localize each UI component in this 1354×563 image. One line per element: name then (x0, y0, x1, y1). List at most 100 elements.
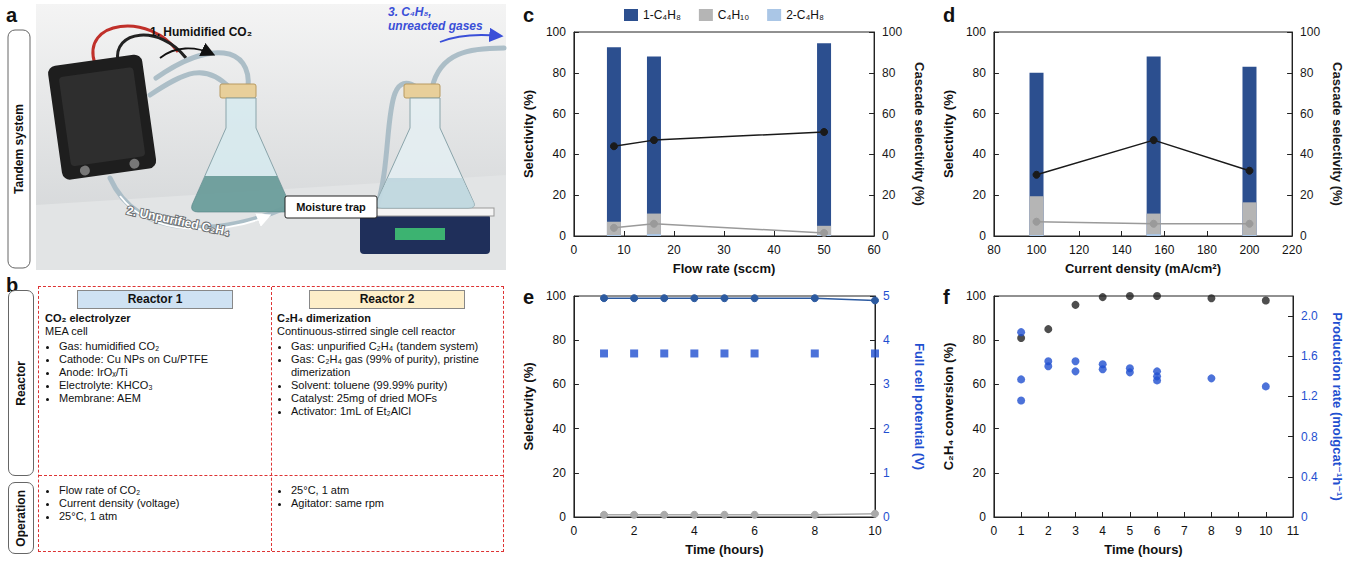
svg-text:1. Humidified CO₂: 1. Humidified CO₂ (150, 25, 252, 39)
svg-text:20: 20 (882, 188, 896, 202)
svg-text:3: 3 (883, 377, 890, 391)
svg-text:0.4: 0.4 (1301, 470, 1318, 484)
svg-text:0: 0 (979, 510, 986, 524)
svg-text:40: 40 (553, 422, 567, 436)
svg-text:Selectivity (%): Selectivity (%) (941, 90, 956, 178)
svg-text:100: 100 (546, 25, 566, 39)
svg-text:7: 7 (1181, 524, 1188, 538)
svg-text:8: 8 (811, 524, 818, 538)
svg-text:60: 60 (882, 107, 896, 121)
svg-text:80: 80 (1300, 66, 1314, 80)
svg-text:4: 4 (883, 333, 890, 347)
svg-text:C₄H₁₀: C₄H₁₀ (718, 8, 749, 22)
svg-text:100: 100 (1026, 243, 1046, 257)
svg-text:0: 0 (883, 510, 890, 524)
svg-text:80: 80 (553, 66, 567, 80)
svg-text:6: 6 (751, 524, 758, 538)
svg-text:1.2: 1.2 (1301, 389, 1318, 403)
svg-text:3. C₄H₈,: 3. C₄H₈, (388, 5, 432, 19)
svg-text:50: 50 (817, 243, 831, 257)
svg-text:160: 160 (1154, 243, 1174, 257)
svg-text:0: 0 (1301, 510, 1308, 524)
svg-text:80: 80 (553, 333, 567, 347)
svg-text:40: 40 (882, 147, 896, 161)
svg-text:1: 1 (883, 466, 890, 480)
svg-text:Flow rate (sccm): Flow rate (sccm) (673, 261, 776, 276)
svg-text:100: 100 (966, 25, 986, 39)
svg-text:Time (hours): Time (hours) (1104, 542, 1183, 557)
svg-text:Time (hours): Time (hours) (685, 542, 764, 557)
svg-text:5: 5 (1127, 524, 1134, 538)
svg-text:80: 80 (987, 243, 1001, 257)
svg-text:C₂H₄ conversion (%): C₂H₄ conversion (%) (941, 343, 956, 471)
svg-text:9: 9 (1235, 524, 1242, 538)
svg-text:40: 40 (1300, 147, 1314, 161)
svg-text:Current density (mA/cm²): Current density (mA/cm²) (1065, 261, 1221, 276)
svg-text:20: 20 (973, 466, 987, 480)
svg-text:10: 10 (1259, 524, 1273, 538)
svg-text:2. Unpurified C₂H₄: 2. Unpurified C₂H₄ (125, 203, 231, 239)
svg-text:5: 5 (883, 289, 890, 303)
svg-text:20: 20 (973, 188, 987, 202)
svg-text:20: 20 (553, 188, 567, 202)
svg-text:4: 4 (1099, 524, 1106, 538)
svg-text:1: 1 (1018, 524, 1025, 538)
svg-text:140: 140 (1112, 243, 1132, 257)
svg-text:60: 60 (553, 377, 567, 391)
svg-text:2: 2 (1045, 524, 1052, 538)
svg-text:0: 0 (571, 243, 578, 257)
svg-text:80: 80 (973, 66, 987, 80)
svg-text:40: 40 (973, 422, 987, 436)
svg-text:c: c (523, 4, 534, 26)
svg-text:40: 40 (973, 147, 987, 161)
svg-text:e: e (523, 286, 534, 308)
svg-text:d: d (943, 4, 955, 26)
svg-text:Production rate (molgcat⁻¹h⁻¹): Production rate (molgcat⁻¹h⁻¹) (1330, 312, 1345, 501)
svg-text:2-C₄H₈: 2-C₄H₈ (786, 8, 824, 22)
svg-text:11: 11 (1287, 524, 1300, 538)
svg-text:0: 0 (882, 229, 889, 243)
svg-text:80: 80 (973, 333, 987, 347)
svg-text:6: 6 (1154, 524, 1161, 538)
svg-text:60: 60 (973, 377, 987, 391)
svg-text:60: 60 (553, 107, 567, 121)
svg-text:Full cell potential (V): Full cell potential (V) (912, 343, 927, 470)
svg-text:Tandem system: Tandem system (12, 104, 26, 194)
svg-text:60: 60 (973, 107, 987, 121)
svg-text:60: 60 (1300, 107, 1314, 121)
svg-text:20: 20 (553, 466, 567, 480)
svg-text:1-C₄H₈: 1-C₄H₈ (643, 8, 681, 22)
svg-text:Moisture trap: Moisture trap (296, 201, 366, 213)
svg-text:8: 8 (1208, 524, 1215, 538)
svg-text:Selectivity (%): Selectivity (%) (521, 90, 536, 178)
svg-text:80: 80 (882, 66, 896, 80)
svg-text:10: 10 (617, 243, 631, 257)
svg-text:200: 200 (1239, 243, 1259, 257)
svg-text:2: 2 (631, 524, 638, 538)
svg-text:0: 0 (991, 524, 998, 538)
svg-text:30: 30 (717, 243, 731, 257)
svg-text:120: 120 (1069, 243, 1089, 257)
svg-text:0: 0 (1300, 229, 1307, 243)
svg-text:unreacted gases: unreacted gases (388, 19, 483, 33)
svg-text:Cascade selectivity (%): Cascade selectivity (%) (1330, 62, 1345, 206)
svg-text:Selectivity (%): Selectivity (%) (521, 362, 536, 450)
svg-text:100: 100 (966, 289, 986, 303)
svg-text:10: 10 (868, 524, 882, 538)
svg-text:100: 100 (546, 289, 566, 303)
svg-text:100: 100 (1300, 25, 1320, 39)
svg-text:1.6: 1.6 (1301, 349, 1318, 363)
svg-text:3: 3 (1072, 524, 1079, 538)
svg-text:40: 40 (767, 243, 781, 257)
svg-text:0: 0 (571, 524, 578, 538)
svg-text:0: 0 (559, 510, 566, 524)
svg-text:60: 60 (867, 243, 881, 257)
svg-text:180: 180 (1197, 243, 1217, 257)
svg-text:220: 220 (1282, 243, 1302, 257)
svg-text:100: 100 (882, 25, 902, 39)
svg-text:a: a (6, 4, 18, 26)
svg-text:0: 0 (559, 229, 566, 243)
svg-text:40: 40 (553, 147, 567, 161)
svg-text:4: 4 (691, 524, 698, 538)
svg-text:0: 0 (979, 229, 986, 243)
